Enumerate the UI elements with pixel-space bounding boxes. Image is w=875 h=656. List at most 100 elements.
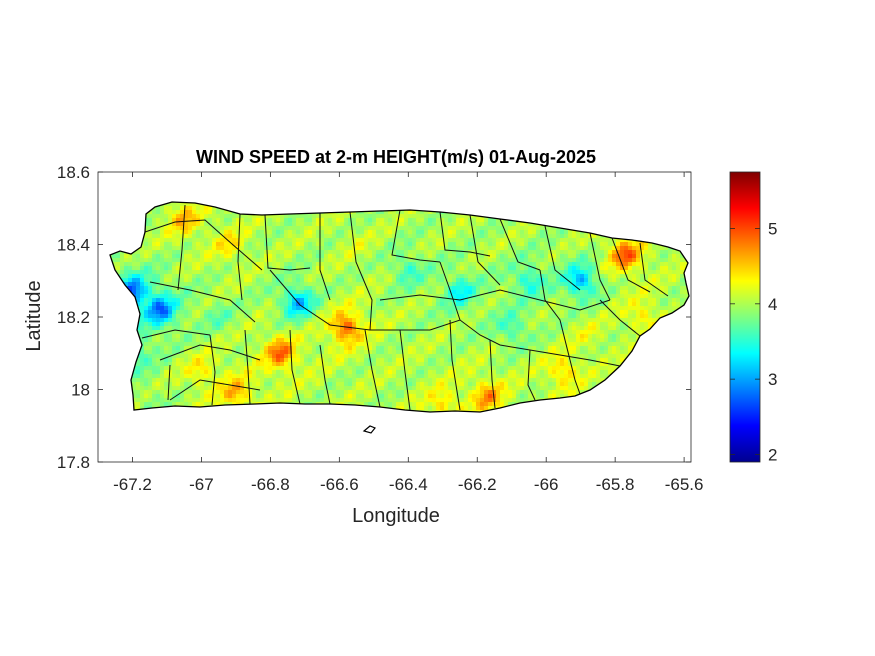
heatmap-cell — [436, 398, 441, 403]
heatmap-cell — [144, 278, 149, 283]
heatmap-cell — [184, 370, 189, 375]
heatmap-cell — [260, 350, 265, 355]
heatmap-cell — [268, 350, 273, 355]
heatmap-cell — [404, 286, 409, 291]
heatmap-cell — [176, 306, 181, 311]
heatmap-cell — [392, 338, 397, 343]
heatmap-cell — [404, 406, 409, 411]
heatmap-cell — [352, 402, 357, 407]
heatmap-cell — [296, 354, 301, 359]
heatmap-cell — [272, 274, 277, 279]
heatmap-cell — [304, 286, 309, 291]
heatmap-cell — [256, 394, 261, 399]
heatmap-cell — [388, 358, 393, 363]
heatmap-cell — [400, 282, 405, 287]
heatmap-cell — [272, 318, 277, 323]
heatmap-cell — [308, 326, 313, 331]
heatmap-cell — [224, 350, 229, 355]
heatmap-cell — [180, 230, 185, 235]
heatmap-cell — [276, 378, 281, 383]
heatmap-cell — [456, 290, 461, 295]
heatmap-cell — [200, 382, 205, 387]
heatmap-cell — [448, 286, 453, 291]
heatmap-cell — [328, 274, 333, 279]
heatmap-cell — [192, 294, 197, 299]
heatmap-cell — [248, 230, 253, 235]
heatmap-cell — [164, 298, 169, 303]
heatmap-cell — [416, 386, 421, 391]
heatmap-cell — [388, 350, 393, 355]
heatmap-cell — [316, 390, 321, 395]
heatmap-cell — [244, 298, 249, 303]
heatmap-cell — [212, 266, 217, 271]
heatmap-cell — [304, 366, 309, 371]
heatmap-cell — [268, 362, 273, 367]
heatmap-cell — [432, 250, 437, 255]
heatmap-cell — [364, 254, 369, 259]
heatmap-cell — [336, 262, 341, 267]
heatmap-cell — [360, 314, 365, 319]
heatmap-cell — [304, 218, 309, 223]
heatmap-cell — [460, 234, 465, 239]
heatmap-cell — [268, 270, 273, 275]
heatmap-cell — [200, 334, 205, 339]
heatmap-cell — [252, 246, 257, 251]
heatmap-cell — [464, 362, 469, 367]
heatmap-cell — [264, 386, 269, 391]
heatmap-cell — [292, 306, 297, 311]
heatmap-cell — [184, 346, 189, 351]
heatmap-cell — [160, 334, 165, 339]
heatmap-cell — [148, 318, 153, 323]
heatmap-cell — [224, 258, 229, 263]
heatmap-cell — [248, 374, 253, 379]
heatmap-cell — [348, 242, 353, 247]
heatmap-cell — [300, 350, 305, 355]
heatmap-cell — [220, 286, 225, 291]
heatmap-cell — [380, 250, 385, 255]
heatmap-cell — [324, 274, 329, 279]
heatmap-cell — [272, 390, 277, 395]
heatmap-cell — [396, 370, 401, 375]
heatmap-cell — [252, 338, 257, 343]
heatmap-cell — [380, 258, 385, 263]
heatmap-cell — [176, 314, 181, 319]
heatmap-cell — [220, 214, 225, 219]
heatmap-cell — [428, 374, 433, 379]
heatmap-cell — [292, 242, 297, 247]
heatmap-cell — [144, 346, 149, 351]
heatmap-cell — [436, 390, 441, 395]
heatmap-cell — [352, 278, 357, 283]
heatmap-cell — [264, 246, 269, 251]
heatmap-cell — [464, 242, 469, 247]
heatmap-cell — [260, 366, 265, 371]
heatmap-cell — [372, 274, 377, 279]
heatmap-cell — [216, 366, 221, 371]
heatmap-cell — [228, 398, 233, 403]
heatmap-cell — [436, 294, 441, 299]
heatmap-cell — [268, 354, 273, 359]
heatmap-cell — [312, 318, 317, 323]
heatmap-cell — [352, 274, 357, 279]
heatmap-cell — [340, 358, 345, 363]
heatmap-cell — [144, 402, 149, 407]
heatmap-cell — [384, 210, 389, 215]
heatmap-cell — [364, 318, 369, 323]
heatmap-cell — [444, 354, 449, 359]
heatmap-cell — [216, 390, 221, 395]
heatmap-cell — [248, 310, 253, 315]
heatmap-cell — [116, 266, 121, 271]
heatmap-cell — [180, 322, 185, 327]
heatmap-cell — [232, 370, 237, 375]
heatmap-cell — [296, 270, 301, 275]
heatmap-cell — [456, 246, 461, 251]
heatmap-cell — [212, 270, 217, 275]
heatmap-cell — [448, 214, 453, 219]
heatmap-cell — [252, 270, 257, 275]
heatmap-cell — [288, 258, 293, 263]
heatmap-cell — [160, 222, 165, 227]
heatmap-cell — [440, 246, 445, 251]
heatmap-cell — [388, 238, 393, 243]
heatmap-cell — [392, 314, 397, 319]
heatmap-cell — [164, 326, 169, 331]
heatmap-cell — [428, 258, 433, 263]
